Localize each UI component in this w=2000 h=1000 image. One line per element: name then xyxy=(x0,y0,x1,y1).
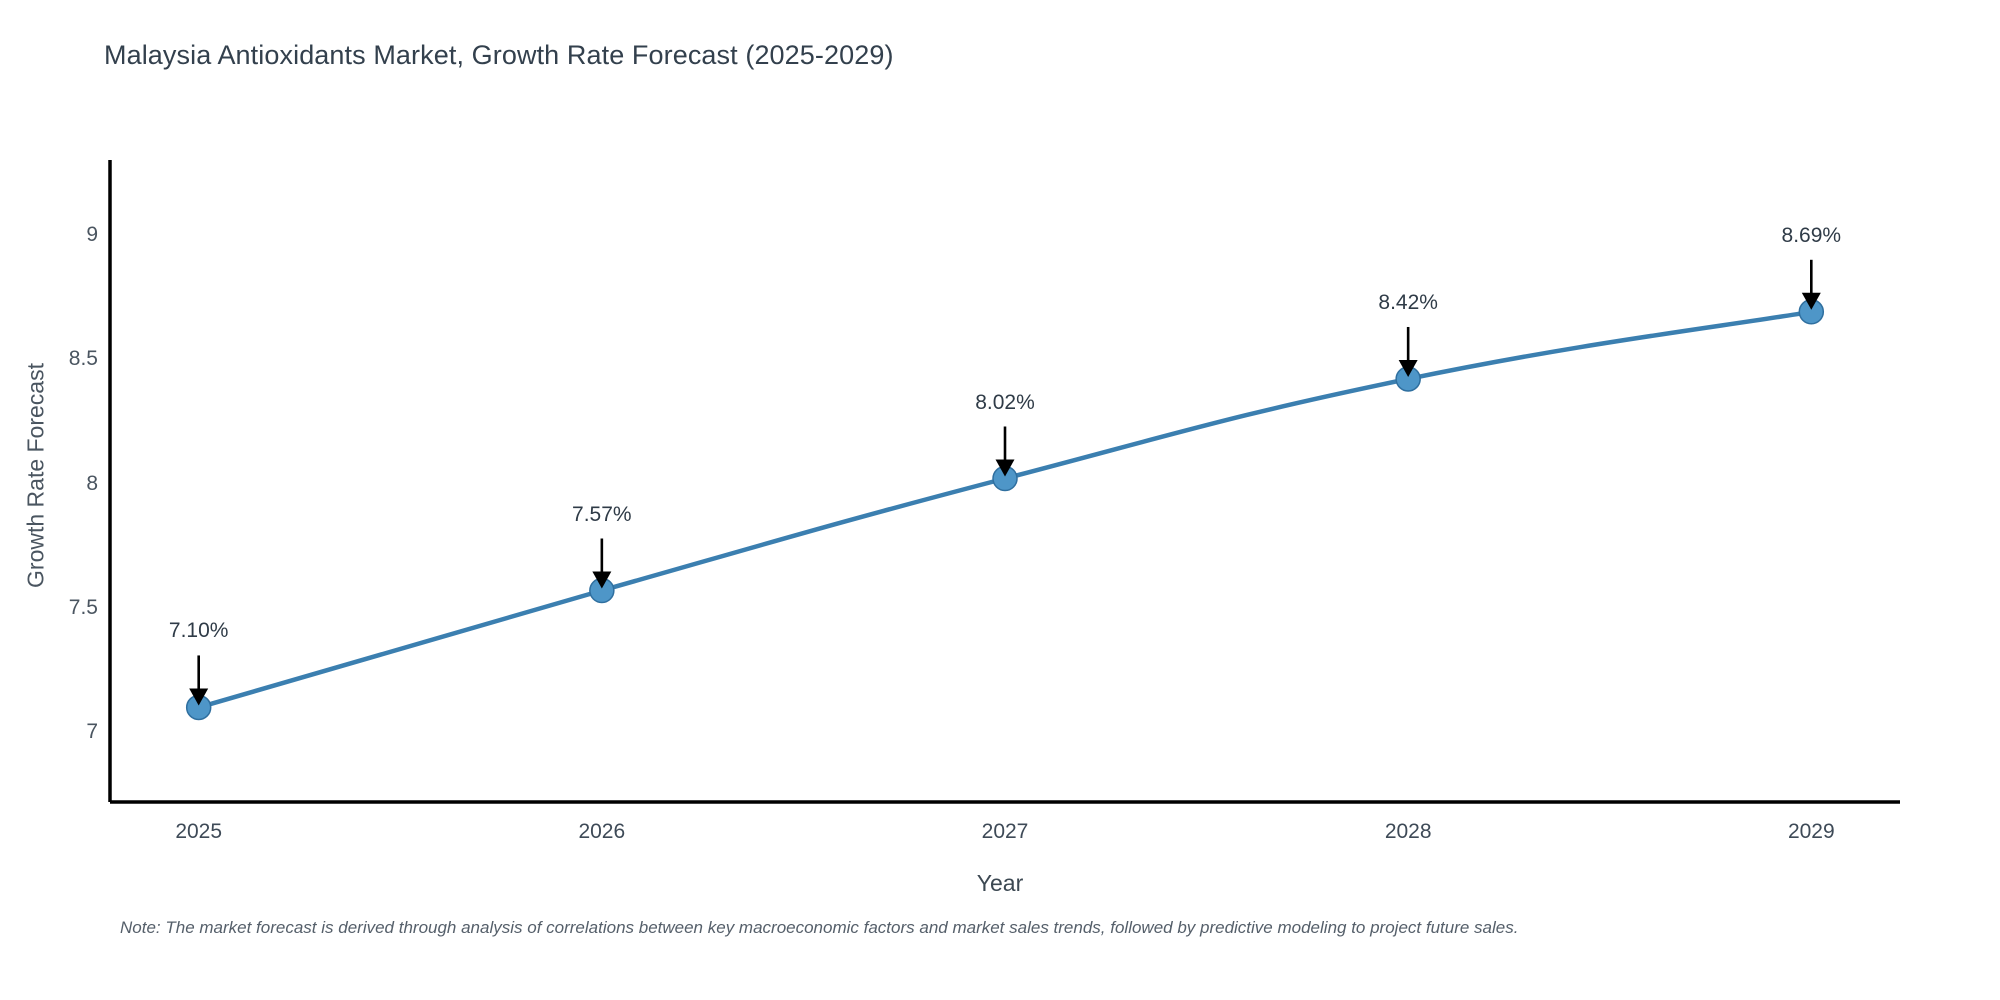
x-axis-tick-label: 2025 xyxy=(175,820,223,843)
x-axis-tick-label: 2026 xyxy=(578,820,626,843)
y-axis-title: Growth Rate Forecast xyxy=(22,363,49,588)
y-axis-tick-label: 9 xyxy=(86,222,98,246)
annotation-arrow-head xyxy=(1801,292,1821,310)
annotation-arrows xyxy=(189,259,1821,706)
data-point-value-label: 8.69% xyxy=(1781,223,1842,247)
y-axis-tick-label: 7.5 xyxy=(68,595,98,619)
x-axis-tick-label: 2027 xyxy=(981,820,1029,843)
x-axis-title: Year xyxy=(976,870,1024,896)
footnote-text: Note: The market forecast is derived thr… xyxy=(120,918,1519,937)
annotation-arrow-head xyxy=(189,688,209,706)
data-point-value-label: 8.02% xyxy=(975,390,1035,414)
x-axis-tick-label: 2029 xyxy=(1787,820,1835,843)
data-point-value-label: 7.57% xyxy=(572,502,632,526)
axes xyxy=(108,160,1900,804)
series-line-growth-rate-forecast xyxy=(196,309,1814,710)
annotation-arrow-head xyxy=(592,571,612,589)
x-axis-tick-label: 2028 xyxy=(1384,820,1432,843)
data-point-value-label: 8.42% xyxy=(1378,291,1438,314)
page-title: Malaysia Antioxidants Market, Growth Rat… xyxy=(104,40,894,70)
data-point-markers xyxy=(185,299,1825,721)
data-point-value-label: 7.10% xyxy=(168,619,229,643)
y-axis-tick-label: 8.5 xyxy=(68,347,98,371)
y-axis-tick-label: 8 xyxy=(86,471,98,495)
annotation-arrow-head xyxy=(995,459,1015,477)
annotation-arrow-head xyxy=(1398,359,1418,377)
y-axis-tick-label: 7 xyxy=(86,720,98,744)
